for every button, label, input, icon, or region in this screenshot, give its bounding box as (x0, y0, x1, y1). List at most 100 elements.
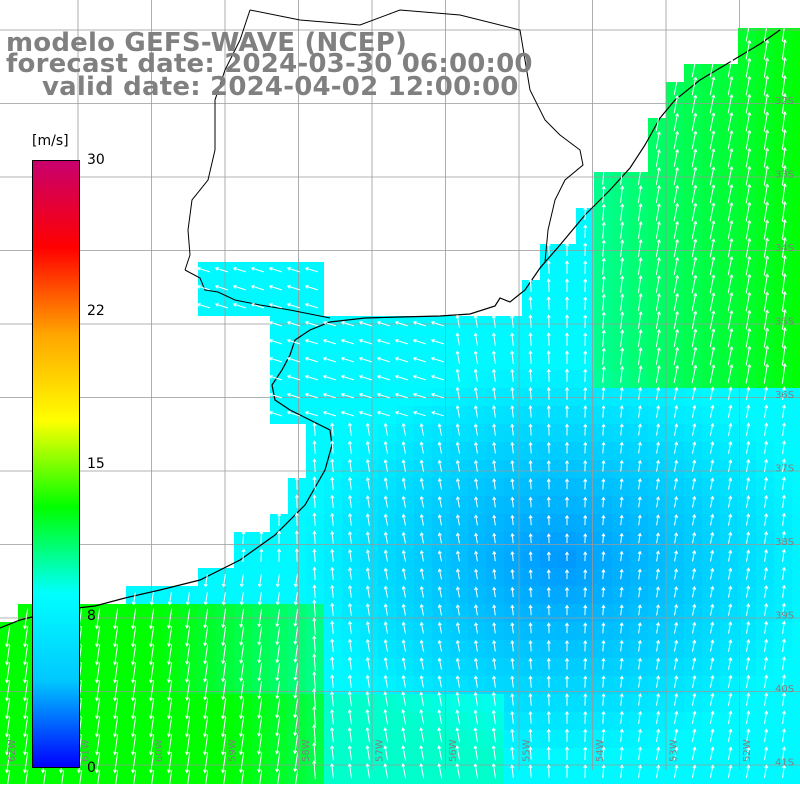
wind-arrow (214, 284, 228, 291)
wind-arrow (491, 709, 496, 725)
wind-cell (792, 478, 800, 496)
wind-arrow (583, 478, 588, 490)
wind-arrow (674, 550, 679, 562)
wind-arrow (763, 201, 770, 222)
lat-label: 40S (775, 684, 794, 695)
wind-arrow (455, 745, 461, 761)
wind-arrow (727, 404, 733, 418)
wind-arrow (455, 368, 460, 382)
longitude-labels: 62W61W60W59W58W57W56W55W54W53W52W51W50W (7, 739, 753, 762)
wind-arrow (510, 728, 515, 742)
wind-arrow (764, 476, 769, 490)
wind-arrow (601, 693, 606, 706)
wind-arrow (131, 592, 136, 606)
wind-arrow (746, 404, 751, 418)
wind-arrow (257, 752, 263, 773)
wind-arrow (528, 278, 533, 292)
wind-arrow (259, 548, 264, 562)
wind-arrow (492, 405, 497, 418)
wind-arrow (601, 275, 606, 293)
wind-arrow (474, 568, 479, 580)
colorbar-tick: 8 (87, 608, 96, 624)
wind-arrow (620, 221, 625, 239)
wind-arrow (583, 514, 588, 526)
wind-arrow (583, 710, 588, 724)
wind-arrow (764, 458, 769, 472)
wind-arrow (674, 621, 679, 634)
wind-arrow (620, 185, 625, 203)
wind-arrow (322, 338, 336, 345)
wind-arrow (656, 710, 661, 724)
wind-arrow (185, 680, 191, 701)
wind-arrow (474, 639, 478, 652)
wind-arrow (673, 364, 680, 384)
wind-arrow (149, 716, 155, 738)
wind-arrow (510, 441, 515, 454)
wind-arrow (149, 608, 155, 630)
wind-arrow (185, 752, 191, 774)
wind-arrow (23, 752, 29, 774)
wind-arrow (383, 440, 388, 454)
colorbar (32, 160, 80, 768)
lon-label: 59W (228, 739, 239, 762)
wind-arrow (655, 238, 661, 257)
wind-arrow (601, 604, 606, 616)
wind-arrow (286, 374, 300, 381)
wind-arrow (583, 224, 588, 238)
wind-arrow (348, 620, 353, 634)
wind-arrow (455, 639, 460, 652)
wind-arrow (340, 338, 354, 345)
wind-arrow (763, 291, 770, 312)
title-model: modelo GEFS-WAVE (NCEP) (6, 28, 408, 58)
wind-arrow (764, 674, 769, 688)
wind-arrow (619, 604, 624, 616)
wind-arrow (348, 638, 352, 652)
wind-arrow (113, 608, 119, 630)
wind-arrow (473, 675, 478, 688)
wind-arrow (745, 111, 752, 132)
wind-arrow (257, 626, 263, 646)
wind-arrow (637, 239, 643, 257)
wind-arrow (727, 255, 734, 276)
wind-arrow (564, 260, 570, 274)
wind-arrow (619, 693, 624, 706)
wind-arrow (656, 657, 661, 670)
wind-arrow (781, 602, 786, 616)
wind-arrow (728, 513, 733, 526)
wind-arrow (528, 746, 533, 760)
wind-arrow (239, 574, 244, 588)
wind-cell (792, 640, 800, 658)
wind-arrow (528, 764, 533, 778)
wind-arrow (221, 644, 227, 665)
lat-label: 34S (775, 243, 794, 254)
wind-arrow (196, 302, 210, 309)
wind-arrow (312, 706, 317, 726)
wind-arrow (365, 691, 370, 707)
wind-arrow (546, 622, 551, 634)
wind-arrow (781, 584, 786, 598)
wind-arrow (601, 764, 606, 778)
wind-arrow (673, 94, 680, 114)
wind-arrow (241, 548, 246, 562)
wind-arrow (692, 675, 697, 688)
wind-arrow (546, 640, 551, 652)
wind-arrow (401, 567, 406, 580)
wind-arrow (746, 477, 751, 490)
wind-arrow (674, 657, 679, 670)
wind-arrow (691, 76, 698, 96)
wind-arrow (709, 58, 716, 78)
wind-arrow (257, 592, 262, 606)
wind-arrow (691, 310, 698, 330)
wind-arrow (473, 691, 478, 707)
wind-arrow (637, 423, 642, 436)
wind-arrow (745, 219, 752, 240)
wind-arrow (528, 728, 533, 742)
wind-arrow (401, 657, 406, 670)
wind-arrow (419, 691, 425, 707)
wind-arrow (583, 657, 588, 670)
wind-arrow (746, 692, 751, 706)
wind-arrow (455, 691, 461, 707)
wind-arrow (673, 184, 680, 204)
wind-arrow (564, 423, 570, 436)
